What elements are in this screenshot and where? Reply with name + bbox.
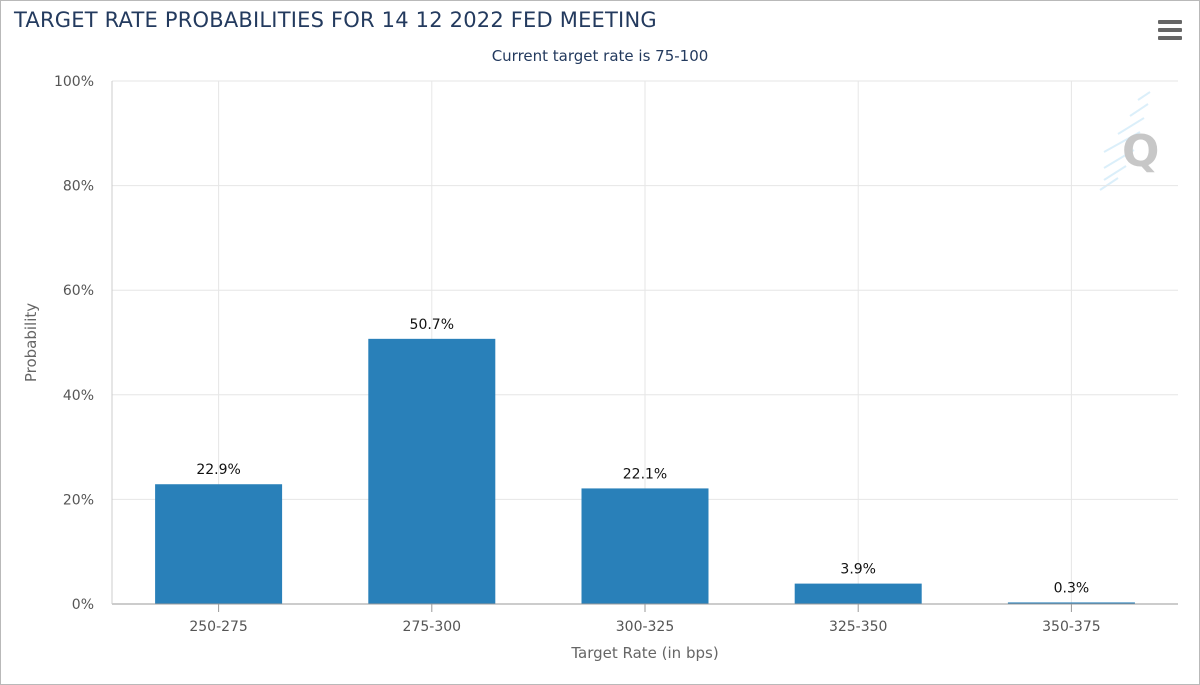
- bar-275-300[interactable]: [368, 338, 496, 604]
- y-tick-label: 100%: [54, 74, 94, 90]
- bar-325-350[interactable]: [794, 583, 922, 604]
- svg-text:Q: Q: [1122, 126, 1159, 177]
- data-label: 22.1%: [623, 466, 667, 482]
- x-axis-ticks: 250-275 275-300 300-325 325-350 350-375: [189, 604, 1101, 635]
- x-axis-title: Target Rate (in bps): [570, 644, 718, 662]
- bars: [155, 338, 1135, 604]
- bar-350-375[interactable]: [1007, 602, 1135, 604]
- y-tick-label: 60%: [63, 283, 94, 299]
- data-labels: 22.9% 50.7% 22.1% 3.9% 0.3%: [196, 317, 1089, 597]
- y-axis-title: Probability: [22, 303, 40, 382]
- bar-250-275[interactable]: [155, 484, 283, 604]
- watermark-logo: Q: [1099, 91, 1159, 191]
- chart-title: TARGET RATE PROBABILITIES FOR 14 12 2022…: [14, 8, 657, 32]
- x-tick-label: 300-325: [616, 619, 675, 635]
- chart-subtitle: Current target rate is 75-100: [491, 47, 709, 65]
- data-label: 22.9%: [196, 462, 240, 478]
- x-tick-label: 250-275: [189, 619, 248, 635]
- y-tick-label: 20%: [63, 492, 94, 508]
- x-tick-label: 325-350: [829, 619, 888, 635]
- hamburger-menu-icon[interactable]: [1158, 20, 1182, 40]
- y-tick-label: 40%: [63, 388, 94, 404]
- bar-300-325[interactable]: [581, 488, 709, 604]
- y-tick-label: 80%: [63, 179, 94, 195]
- data-label: 50.7%: [410, 317, 454, 333]
- y-tick-label: 0%: [72, 597, 94, 613]
- data-label: 3.9%: [840, 562, 876, 578]
- x-tick-label: 275-300: [403, 619, 462, 635]
- y-axis-ticks: 0% 20% 40% 60% 80% 100%: [54, 74, 94, 613]
- x-tick-label: 350-375: [1042, 619, 1101, 635]
- data-label: 0.3%: [1054, 580, 1090, 596]
